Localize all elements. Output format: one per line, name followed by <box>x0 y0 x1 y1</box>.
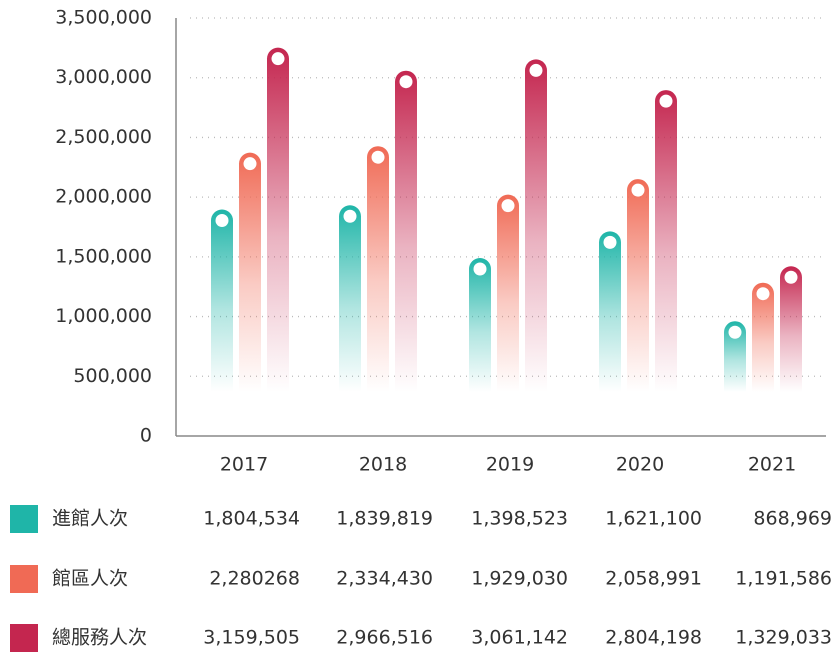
legend-label: 進館人次 <box>52 508 128 530</box>
bar-marker <box>473 262 487 276</box>
legend-swatch <box>10 505 38 533</box>
x-tick-label: 2018 <box>359 454 407 476</box>
table-value: 2,966,516 <box>336 627 433 649</box>
table-value: 2,334,430 <box>336 568 433 590</box>
table-value: 1,191,586 <box>735 568 832 590</box>
bar <box>655 90 677 393</box>
bar <box>599 231 621 392</box>
legend-swatch <box>10 565 38 593</box>
x-tick-label: 2019 <box>486 454 534 476</box>
table-value: 3,159,505 <box>203 627 300 649</box>
bar-marker <box>271 52 285 66</box>
table-value: 1,839,819 <box>336 508 433 530</box>
table-value: 3,061,142 <box>471 627 568 649</box>
table-value: 868,969 <box>753 508 832 530</box>
y-tick-label: 3,500,000 <box>55 7 152 29</box>
y-tick-label: 0 <box>140 425 152 447</box>
bar-marker <box>728 325 742 339</box>
bar <box>367 146 389 392</box>
table-value: 1,621,100 <box>605 508 702 530</box>
bar-marker <box>215 213 229 227</box>
y-tick-label: 1,000,000 <box>55 305 152 327</box>
bar <box>267 47 289 393</box>
bar-marker <box>756 287 770 301</box>
legend-swatch <box>10 624 38 652</box>
bar <box>211 209 233 392</box>
table-value: 2,058,991 <box>605 568 702 590</box>
bar <box>339 205 361 392</box>
table-value: 2,280268 <box>209 568 300 590</box>
bar-marker <box>529 63 543 77</box>
table-value: 2,804,198 <box>605 627 702 649</box>
bar <box>497 194 519 392</box>
bar-marker <box>784 270 798 284</box>
bar-marker <box>631 183 645 197</box>
bar <box>395 70 417 393</box>
bar <box>780 266 803 392</box>
y-tick-label: 3,000,000 <box>55 66 152 88</box>
bar-marker <box>371 150 385 164</box>
x-tick-label: 2017 <box>220 454 268 476</box>
bar <box>724 321 746 392</box>
x-tick-label: 2020 <box>616 454 664 476</box>
table-value: 1,398,523 <box>471 508 568 530</box>
y-tick-label: 1,500,000 <box>55 245 152 267</box>
bar <box>752 282 774 392</box>
bar-marker <box>501 199 515 213</box>
y-tick-label: 500,000 <box>73 365 152 387</box>
table-value: 1,804,534 <box>203 508 300 530</box>
bar <box>525 59 547 393</box>
bar-marker <box>343 209 357 223</box>
bar-marker <box>659 94 673 108</box>
bar <box>627 179 649 392</box>
y-tick-label: 2,000,000 <box>55 186 152 208</box>
legend-label: 總服務人次 <box>52 627 147 649</box>
bar <box>469 257 491 392</box>
bar <box>239 152 261 392</box>
table-value: 1,329,033 <box>735 627 832 649</box>
legend-label: 館區人次 <box>52 568 128 590</box>
bar-marker <box>243 157 257 171</box>
x-tick-label: 2021 <box>748 454 796 476</box>
y-tick-label: 2,500,000 <box>55 126 152 148</box>
bar-marker <box>603 235 617 249</box>
bar-marker <box>399 75 413 89</box>
table-value: 1,929,030 <box>471 568 568 590</box>
